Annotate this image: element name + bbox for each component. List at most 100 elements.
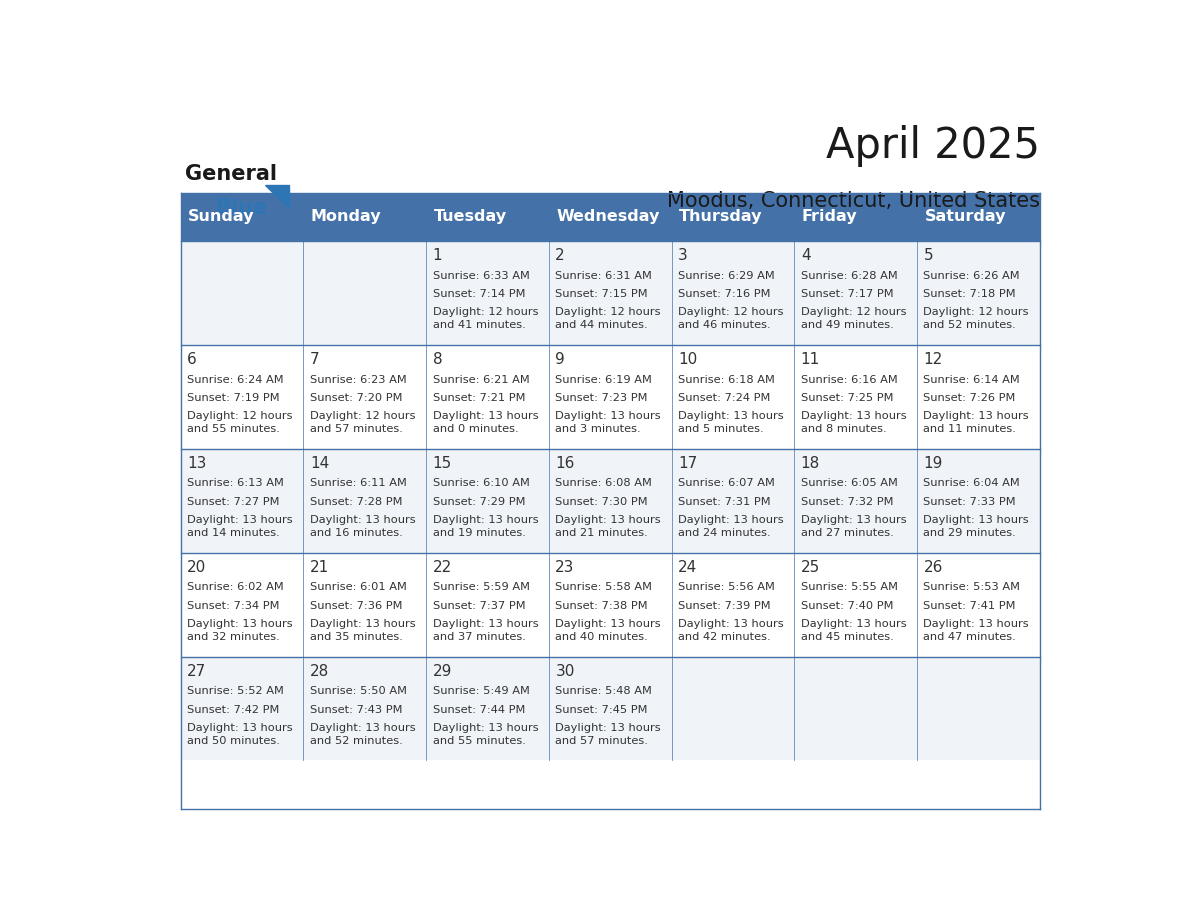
Text: Daylight: 13 hours
and 29 minutes.: Daylight: 13 hours and 29 minutes. <box>923 515 1029 538</box>
Text: Sunrise: 6:10 AM: Sunrise: 6:10 AM <box>432 478 530 488</box>
Text: 2: 2 <box>555 248 565 263</box>
Text: Daylight: 13 hours
and 11 minutes.: Daylight: 13 hours and 11 minutes. <box>923 411 1029 434</box>
Text: Sunset: 7:33 PM: Sunset: 7:33 PM <box>923 497 1016 507</box>
Text: 9: 9 <box>555 352 565 367</box>
Text: Sunrise: 6:29 AM: Sunrise: 6:29 AM <box>678 271 775 281</box>
Text: Sunset: 7:30 PM: Sunset: 7:30 PM <box>555 497 647 507</box>
Text: 27: 27 <box>188 664 207 678</box>
Text: Sunrise: 6:24 AM: Sunrise: 6:24 AM <box>188 375 284 385</box>
Text: Sunrise: 6:31 AM: Sunrise: 6:31 AM <box>555 271 652 281</box>
Text: 29: 29 <box>432 664 451 678</box>
Text: Sunrise: 5:53 AM: Sunrise: 5:53 AM <box>923 582 1020 592</box>
Text: Daylight: 13 hours
and 57 minutes.: Daylight: 13 hours and 57 minutes. <box>555 723 661 745</box>
Text: 10: 10 <box>678 352 697 367</box>
Text: Daylight: 12 hours
and 57 minutes.: Daylight: 12 hours and 57 minutes. <box>310 411 416 434</box>
Text: Blue: Blue <box>215 198 267 218</box>
Text: Sunset: 7:25 PM: Sunset: 7:25 PM <box>801 393 893 403</box>
Text: 28: 28 <box>310 664 329 678</box>
Text: 17: 17 <box>678 456 697 471</box>
Text: 12: 12 <box>923 352 943 367</box>
Text: Thursday: Thursday <box>680 209 763 224</box>
Text: Sunrise: 6:33 AM: Sunrise: 6:33 AM <box>432 271 530 281</box>
Text: Sunrise: 6:26 AM: Sunrise: 6:26 AM <box>923 271 1020 281</box>
Text: Daylight: 12 hours
and 49 minutes.: Daylight: 12 hours and 49 minutes. <box>801 308 906 330</box>
Text: Sunset: 7:28 PM: Sunset: 7:28 PM <box>310 497 403 507</box>
Text: 22: 22 <box>432 560 451 575</box>
Text: Sunset: 7:21 PM: Sunset: 7:21 PM <box>432 393 525 403</box>
Text: Daylight: 12 hours
and 52 minutes.: Daylight: 12 hours and 52 minutes. <box>923 308 1029 330</box>
Text: Sunset: 7:44 PM: Sunset: 7:44 PM <box>432 705 525 714</box>
Text: Sunrise: 6:23 AM: Sunrise: 6:23 AM <box>310 375 406 385</box>
Text: Sunrise: 5:59 AM: Sunrise: 5:59 AM <box>432 582 530 592</box>
Text: Sunrise: 6:01 AM: Sunrise: 6:01 AM <box>310 582 406 592</box>
Text: Sunset: 7:31 PM: Sunset: 7:31 PM <box>678 497 771 507</box>
Text: 6: 6 <box>188 352 197 367</box>
Text: Monday: Monday <box>311 209 381 224</box>
Text: 30: 30 <box>555 664 575 678</box>
Text: 23: 23 <box>555 560 575 575</box>
Text: Daylight: 13 hours
and 3 minutes.: Daylight: 13 hours and 3 minutes. <box>555 411 661 434</box>
Text: Daylight: 13 hours
and 21 minutes.: Daylight: 13 hours and 21 minutes. <box>555 515 661 538</box>
Text: Sunday: Sunday <box>188 209 254 224</box>
Bar <box>181 241 1040 345</box>
Text: Daylight: 13 hours
and 37 minutes.: Daylight: 13 hours and 37 minutes. <box>432 619 538 642</box>
Text: Sunset: 7:45 PM: Sunset: 7:45 PM <box>555 705 647 714</box>
Text: Daylight: 13 hours
and 16 minutes.: Daylight: 13 hours and 16 minutes. <box>310 515 416 538</box>
Text: 25: 25 <box>801 560 820 575</box>
Text: Sunrise: 5:58 AM: Sunrise: 5:58 AM <box>555 582 652 592</box>
Text: Sunset: 7:14 PM: Sunset: 7:14 PM <box>432 289 525 299</box>
Text: 15: 15 <box>432 456 451 471</box>
Text: Daylight: 13 hours
and 0 minutes.: Daylight: 13 hours and 0 minutes. <box>432 411 538 434</box>
Text: Daylight: 12 hours
and 44 minutes.: Daylight: 12 hours and 44 minutes. <box>555 308 661 330</box>
Text: Sunrise: 6:19 AM: Sunrise: 6:19 AM <box>555 375 652 385</box>
Text: Sunset: 7:40 PM: Sunset: 7:40 PM <box>801 600 893 610</box>
Text: Saturday: Saturday <box>924 209 1006 224</box>
Text: Sunset: 7:43 PM: Sunset: 7:43 PM <box>310 705 403 714</box>
Text: Sunrise: 6:13 AM: Sunrise: 6:13 AM <box>188 478 284 488</box>
Text: 1: 1 <box>432 248 442 263</box>
Text: Sunset: 7:32 PM: Sunset: 7:32 PM <box>801 497 893 507</box>
Text: Sunset: 7:18 PM: Sunset: 7:18 PM <box>923 289 1016 299</box>
Text: 26: 26 <box>923 560 943 575</box>
Text: 19: 19 <box>923 456 943 471</box>
Text: 18: 18 <box>801 456 820 471</box>
Text: Wednesday: Wednesday <box>556 209 659 224</box>
Text: Sunset: 7:16 PM: Sunset: 7:16 PM <box>678 289 771 299</box>
Text: Sunrise: 6:08 AM: Sunrise: 6:08 AM <box>555 478 652 488</box>
Bar <box>181 345 1040 449</box>
Text: Daylight: 13 hours
and 32 minutes.: Daylight: 13 hours and 32 minutes. <box>188 619 292 642</box>
Text: Sunset: 7:20 PM: Sunset: 7:20 PM <box>310 393 403 403</box>
Text: Sunset: 7:19 PM: Sunset: 7:19 PM <box>188 393 280 403</box>
Text: Sunrise: 6:16 AM: Sunrise: 6:16 AM <box>801 375 897 385</box>
Bar <box>181 449 1040 553</box>
Text: Sunset: 7:23 PM: Sunset: 7:23 PM <box>555 393 647 403</box>
Text: Daylight: 12 hours
and 46 minutes.: Daylight: 12 hours and 46 minutes. <box>678 308 784 330</box>
Text: Sunrise: 6:04 AM: Sunrise: 6:04 AM <box>923 478 1020 488</box>
Text: 3: 3 <box>678 248 688 263</box>
Text: Sunset: 7:26 PM: Sunset: 7:26 PM <box>923 393 1016 403</box>
Text: Daylight: 13 hours
and 27 minutes.: Daylight: 13 hours and 27 minutes. <box>801 515 906 538</box>
Text: Sunset: 7:37 PM: Sunset: 7:37 PM <box>432 600 525 610</box>
Text: Sunrise: 6:02 AM: Sunrise: 6:02 AM <box>188 582 284 592</box>
Text: Daylight: 13 hours
and 19 minutes.: Daylight: 13 hours and 19 minutes. <box>432 515 538 538</box>
Text: 11: 11 <box>801 352 820 367</box>
Text: 4: 4 <box>801 248 810 263</box>
Text: Sunrise: 5:50 AM: Sunrise: 5:50 AM <box>310 687 406 696</box>
Text: Sunset: 7:36 PM: Sunset: 7:36 PM <box>310 600 403 610</box>
Text: Sunset: 7:17 PM: Sunset: 7:17 PM <box>801 289 893 299</box>
Text: Daylight: 13 hours
and 47 minutes.: Daylight: 13 hours and 47 minutes. <box>923 619 1029 642</box>
Bar <box>181 193 1040 241</box>
Text: Sunset: 7:15 PM: Sunset: 7:15 PM <box>555 289 647 299</box>
Text: Sunrise: 5:52 AM: Sunrise: 5:52 AM <box>188 687 284 696</box>
Text: Sunrise: 6:28 AM: Sunrise: 6:28 AM <box>801 271 897 281</box>
Text: Daylight: 13 hours
and 42 minutes.: Daylight: 13 hours and 42 minutes. <box>678 619 784 642</box>
Text: Daylight: 13 hours
and 50 minutes.: Daylight: 13 hours and 50 minutes. <box>188 723 292 745</box>
Text: Sunrise: 6:18 AM: Sunrise: 6:18 AM <box>678 375 775 385</box>
Text: 7: 7 <box>310 352 320 367</box>
Text: Sunrise: 6:14 AM: Sunrise: 6:14 AM <box>923 375 1020 385</box>
Text: Daylight: 13 hours
and 52 minutes.: Daylight: 13 hours and 52 minutes. <box>310 723 416 745</box>
Text: General: General <box>185 164 277 185</box>
Text: Sunset: 7:42 PM: Sunset: 7:42 PM <box>188 705 279 714</box>
Text: Sunset: 7:39 PM: Sunset: 7:39 PM <box>678 600 771 610</box>
Text: Daylight: 13 hours
and 55 minutes.: Daylight: 13 hours and 55 minutes. <box>432 723 538 745</box>
